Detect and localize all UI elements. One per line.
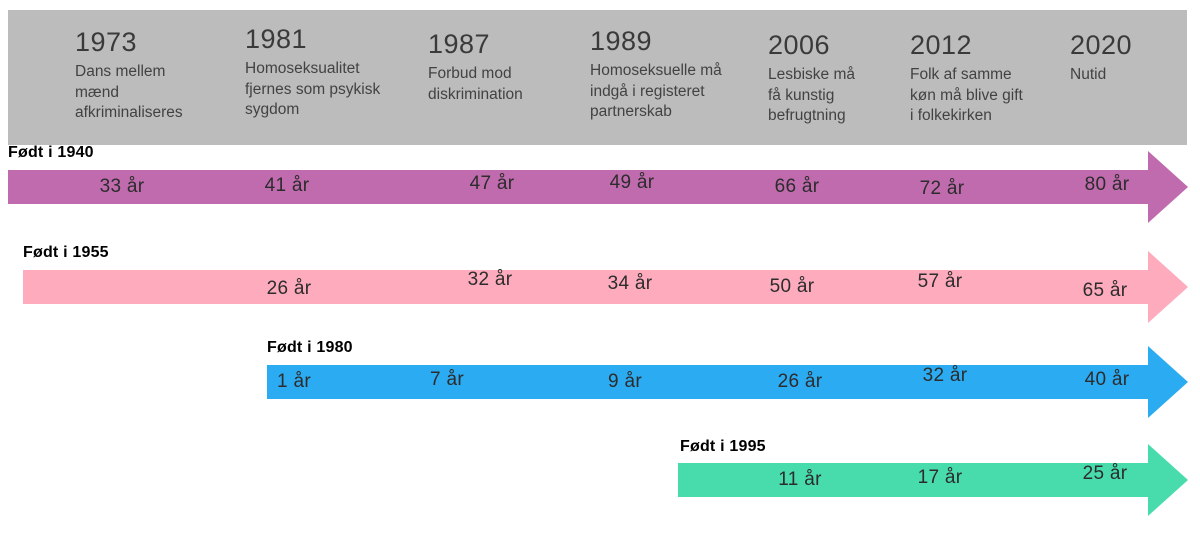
event-1989: 1989 Homoseksuelle må indgå i registeret… [590,26,770,123]
born-label-1980: Født i 1980 [267,339,353,356]
age-label: 41 år [264,175,310,196]
arrowhead-icon [1148,346,1188,418]
age-label: 11 år [778,469,822,490]
age-label: 72 år [919,178,965,199]
event-1987: 1987 Forbud mod diskrimination [428,29,573,105]
event-year: 2012 [910,30,973,60]
event-year: 1989 [590,26,653,56]
timeline-bar-1995 [678,463,1148,497]
timeline-bar-1980 [267,365,1148,399]
age-label: 66 år [774,176,820,197]
age-label: 26 år [266,278,312,299]
event-1973: 1973 Dans mellem mænd afkriminaliseres [75,27,220,124]
event-description: Homoseksuelle må indgå i registeret part… [590,62,722,121]
age-label: 57 år [917,271,963,292]
event-description: Folk af samme køn må blive gift i folkek… [910,66,1023,125]
event-2012: 2012 Folk af samme køn må blive gift i f… [910,30,1075,127]
age-label: 47 år [469,173,515,194]
age-label: 50 år [769,276,815,297]
event-year: 2006 [768,30,831,60]
age-label: 33 år [99,176,145,197]
born-label-1995: Født i 1995 [680,438,766,455]
age-label: 80 år [1084,174,1130,195]
age-label: 9 år [608,371,642,392]
arrowhead-icon [1148,151,1188,223]
age-label: 65 år [1082,280,1128,301]
event-2020: 2020 Nutid [1070,30,1180,86]
event-year: 1981 [245,24,308,54]
age-label: 17 år [917,467,963,488]
event-year: 1987 [428,29,491,59]
timeline-bar-1955 [23,270,1148,304]
event-description: Homoseksualitet fjernes som psykisk sygd… [245,60,381,119]
event-description: Dans mellem mænd afkriminaliseres [75,63,183,122]
age-label: 32 år [922,365,968,386]
age-label: 7 år [430,369,464,390]
age-label: 40 år [1084,369,1130,390]
timeline-bar-1940 [8,170,1148,204]
age-label: 26 år [777,371,823,392]
event-1981: 1981 Homoseksualitet fjernes som psykisk… [245,24,405,121]
age-label: 49 år [609,172,655,193]
events-header: 1973 Dans mellem mænd afkriminaliseres 1… [8,10,1187,145]
event-year: 2020 [1070,30,1133,60]
event-2006: 2006 Lesbiske må få kunstig befrugtning [768,30,903,127]
born-label-1940: Født i 1940 [8,144,94,161]
age-label: 32 år [467,269,513,290]
arrowhead-icon [1148,251,1188,323]
event-description: Nutid [1070,66,1107,84]
event-description: Forbud mod diskrimination [428,65,523,103]
age-label: 25 år [1082,463,1128,484]
age-label: 1 år [277,371,311,392]
event-description: Lesbiske må få kunstig befrugtning [768,66,856,125]
event-year: 1973 [75,27,138,57]
born-label-1955: Født i 1955 [23,244,109,261]
age-label: 34 år [607,273,653,294]
arrowhead-icon [1148,444,1188,516]
